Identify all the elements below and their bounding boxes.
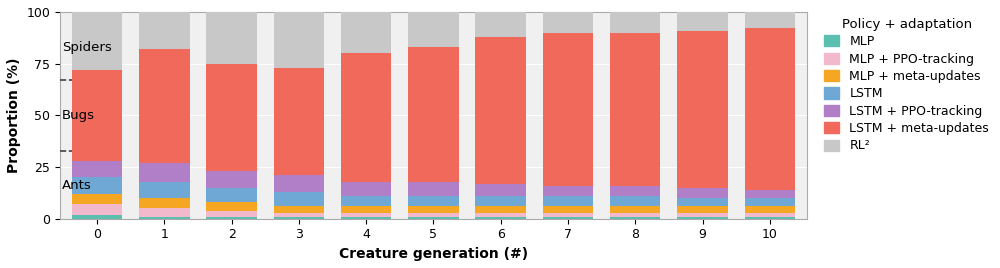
Bar: [610, 213, 660, 217]
Bar: [475, 184, 526, 196]
Bar: [475, 213, 526, 217]
Bar: [543, 213, 593, 217]
Bar: [475, 217, 526, 219]
Bar: [139, 49, 190, 163]
Bar: [610, 33, 660, 186]
Bar: [408, 181, 459, 196]
Bar: [341, 181, 391, 196]
Bar: [408, 217, 459, 219]
Bar: [206, 64, 257, 171]
Bar: [139, 217, 190, 219]
Bar: [408, 213, 459, 217]
Bar: [274, 175, 324, 192]
Bar: [745, 28, 795, 190]
Bar: [139, 198, 190, 209]
Bar: [274, 213, 324, 217]
Bar: [610, 206, 660, 213]
Bar: [745, 12, 795, 28]
Bar: [341, 213, 391, 217]
Bar: [274, 192, 324, 206]
Bar: [677, 12, 728, 31]
Y-axis label: Proportion (%): Proportion (%): [7, 58, 21, 173]
Bar: [543, 33, 593, 186]
Text: Ants: Ants: [62, 179, 92, 192]
Bar: [745, 190, 795, 198]
Bar: [206, 217, 257, 219]
Bar: [408, 12, 459, 47]
Bar: [139, 209, 190, 217]
Bar: [274, 68, 324, 175]
Bar: [139, 181, 190, 198]
Bar: [677, 206, 728, 213]
Bar: [72, 177, 122, 194]
Bar: [610, 217, 660, 219]
Bar: [274, 206, 324, 213]
Bar: [745, 213, 795, 217]
Bar: [72, 161, 122, 177]
Bar: [677, 198, 728, 206]
Text: Spiders: Spiders: [62, 41, 112, 54]
Bar: [543, 186, 593, 196]
Bar: [341, 53, 391, 181]
Bar: [408, 47, 459, 181]
Bar: [206, 202, 257, 210]
Bar: [543, 217, 593, 219]
Bar: [677, 217, 728, 219]
Bar: [206, 188, 257, 202]
Bar: [543, 206, 593, 213]
Bar: [677, 213, 728, 217]
Bar: [677, 188, 728, 198]
Bar: [745, 217, 795, 219]
Bar: [139, 163, 190, 181]
Bar: [610, 196, 660, 206]
Bar: [206, 210, 257, 217]
Bar: [72, 204, 122, 215]
Bar: [408, 196, 459, 206]
Bar: [206, 12, 257, 64]
Text: Bugs: Bugs: [62, 109, 95, 122]
Bar: [341, 12, 391, 53]
Bar: [341, 196, 391, 206]
Bar: [543, 12, 593, 33]
Bar: [72, 215, 122, 219]
Bar: [745, 206, 795, 213]
Bar: [610, 12, 660, 33]
Bar: [543, 196, 593, 206]
Legend: MLP, MLP + PPO-tracking, MLP + meta-updates, LSTM, LSTM + PPO-tracking, LSTM + m: MLP, MLP + PPO-tracking, MLP + meta-upda…: [821, 14, 993, 156]
Bar: [206, 171, 257, 188]
Bar: [475, 196, 526, 206]
Bar: [475, 206, 526, 213]
Bar: [475, 12, 526, 37]
Bar: [677, 31, 728, 188]
Bar: [408, 206, 459, 213]
Bar: [139, 12, 190, 49]
Bar: [341, 206, 391, 213]
Bar: [274, 12, 324, 68]
Bar: [745, 198, 795, 206]
Bar: [610, 186, 660, 196]
X-axis label: Creature generation (#): Creature generation (#): [339, 247, 528, 261]
Bar: [475, 37, 526, 184]
Bar: [72, 194, 122, 204]
Bar: [72, 70, 122, 161]
Bar: [72, 12, 122, 70]
Bar: [274, 217, 324, 219]
Bar: [341, 217, 391, 219]
